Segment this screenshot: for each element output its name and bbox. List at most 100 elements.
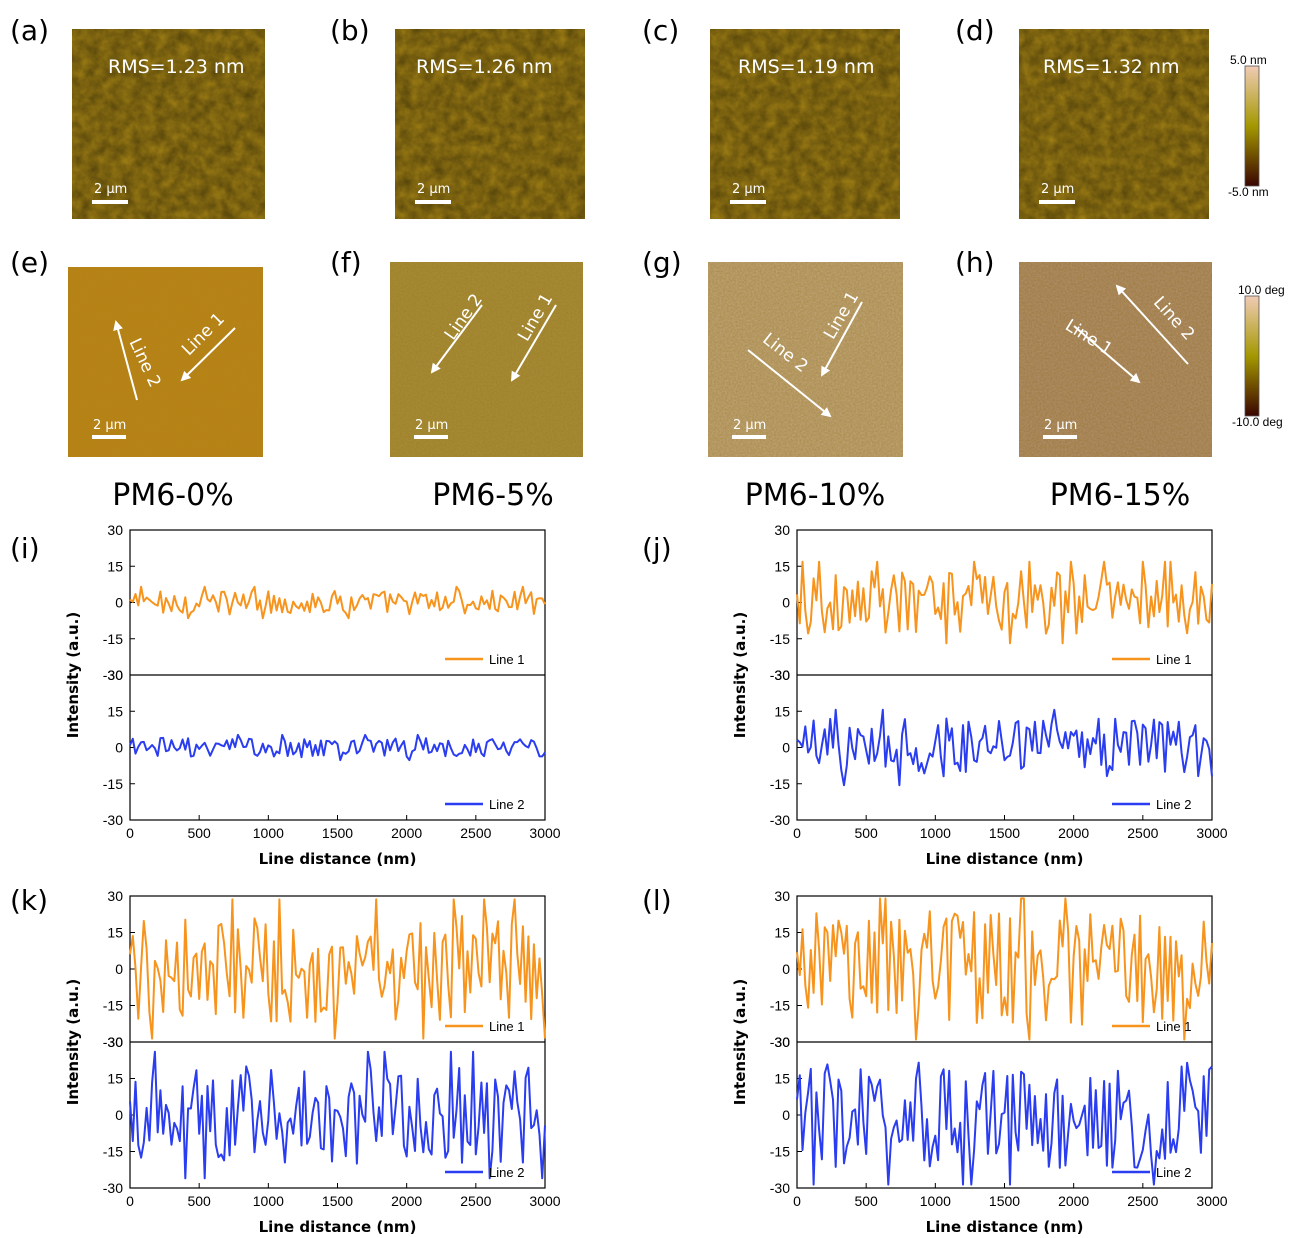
y-axis-label: Intensity (a.u.) <box>64 979 82 1105</box>
y-tick-label: 15 <box>107 925 123 941</box>
x-tick-label: 500 <box>854 1193 878 1209</box>
colorbar-bottom-label: -5.0 nm <box>1228 185 1269 199</box>
y-tick-label: 30 <box>107 888 123 904</box>
phase-colorbar: 10.0 deg -10.0 deg <box>1232 283 1285 429</box>
scale-bar-label: 2 µm <box>415 418 448 433</box>
x-tick-label: 1000 <box>920 825 951 841</box>
line-2-arrow <box>747 349 832 418</box>
height-colorbar: 5.0 nm -5.0 nm <box>1228 53 1269 199</box>
panel-label: (k) <box>10 884 48 917</box>
line-1-series <box>129 898 546 1040</box>
y-tick-label: 30 <box>774 667 790 683</box>
panel-label: (f) <box>330 246 362 279</box>
scale-bar <box>1043 435 1077 439</box>
line-2-arrow <box>1115 284 1189 365</box>
height-image-panel: (c) RMS=1.19 nm 2 µm <box>642 14 900 219</box>
y-tick-label: 30 <box>107 667 123 683</box>
scale-bar <box>730 200 766 204</box>
y-tick-label: -30 <box>770 1034 790 1050</box>
x-axis-label: Line distance (nm) <box>259 1218 417 1236</box>
y-tick-label: -30 <box>103 812 123 828</box>
height-image-row: (a) RMS=1.23 nm 2 µm (b) RMS=1.26 nm 2 µm (c) R… <box>10 14 1209 219</box>
y-tick-label: 30 <box>774 1034 790 1050</box>
panel-label: (c) <box>642 14 679 47</box>
scale-bar <box>415 200 451 204</box>
line-profile-chart: (l)0 500 1000 1500 2000 2500 3000-1501530-30-3… <box>642 884 1228 1236</box>
x-tick-label: 0 <box>793 1193 801 1209</box>
y-axis-label: Intensity (a.u.) <box>731 612 749 738</box>
x-tick-label: 0 <box>126 825 134 841</box>
y-tick-label: -15 <box>770 1144 790 1160</box>
y-tick-label: -15 <box>103 998 123 1014</box>
panel-label: (e) <box>10 246 49 279</box>
scale-bar-label: 2 µm <box>1041 182 1074 197</box>
line-1-arrow <box>510 304 557 382</box>
panel-label: (l) <box>642 884 672 917</box>
y-axis-label: Intensity (a.u.) <box>64 612 82 738</box>
x-tick-label: 2500 <box>1127 1193 1158 1209</box>
y-tick-label: -15 <box>103 776 123 792</box>
phase-image-panel: (h)Line 1 Line 22 µm <box>955 246 1212 457</box>
line-2-series <box>796 708 1213 787</box>
y-tick-label: -15 <box>770 631 790 647</box>
y-tick-label: 15 <box>774 925 790 941</box>
y-tick-label: -30 <box>103 1034 123 1050</box>
panel-label: (d) <box>955 14 995 47</box>
x-tick-label: 2000 <box>1058 1193 1089 1209</box>
scale-bar <box>92 435 126 439</box>
x-tick-label: 2500 <box>460 825 491 841</box>
line-2-series <box>796 1061 1213 1186</box>
y-tick-label: 0 <box>115 1107 123 1123</box>
panel-label: (h) <box>955 246 995 279</box>
height-image-panel: (d) RMS=1.32 nm 2 µm <box>955 14 1209 219</box>
colorbar-top-label: 5.0 nm <box>1230 53 1267 67</box>
y-tick-label: 0 <box>115 595 123 611</box>
line-1-series <box>796 897 1213 1041</box>
legend-label: Line 1 <box>489 652 524 667</box>
rms-value: RMS=1.19 nm <box>738 56 874 78</box>
x-tick-label: 2000 <box>1058 825 1089 841</box>
scale-bar-label: 2 µm <box>1044 418 1077 433</box>
y-tick-label: 30 <box>107 522 123 538</box>
line-1-arrow <box>821 301 863 377</box>
scale-bar-label: 2 µm <box>93 418 126 433</box>
x-tick-label: 1500 <box>989 825 1020 841</box>
panel-label: (j) <box>642 532 672 565</box>
y-tick-label: 0 <box>782 1107 790 1123</box>
x-tick-label: 2500 <box>460 1193 491 1209</box>
x-tick-label: 1000 <box>253 825 284 841</box>
scale-bar <box>414 435 448 439</box>
y-tick-label: 30 <box>774 522 790 538</box>
y-tick-label: 15 <box>774 1071 790 1087</box>
sample-label: PM6-10% <box>745 478 886 513</box>
y-tick-label: 15 <box>774 558 790 574</box>
panel-label: (b) <box>330 14 370 47</box>
line-1-series <box>129 585 546 620</box>
scale-bar <box>1039 200 1075 204</box>
y-tick-label: 15 <box>107 1071 123 1087</box>
x-tick-label: 2000 <box>391 825 422 841</box>
y-tick-label: 30 <box>774 888 790 904</box>
line-profile-chart: (j)0 500 1000 1500 2000 2500 3000-1501530-30-3… <box>642 522 1228 868</box>
line-1-arrow <box>1073 325 1141 384</box>
panel-label: (a) <box>10 14 49 47</box>
legend-label: Line 2 <box>489 797 524 812</box>
y-axis-label: Intensity (a.u.) <box>731 979 749 1105</box>
legend-label: Line 1 <box>489 1019 524 1034</box>
legend-label: Line 2 <box>1156 797 1191 812</box>
height-image-panel: (b) RMS=1.26 nm 2 µm <box>330 14 585 219</box>
legend-label: Line 2 <box>489 1165 524 1180</box>
sample-label: PM6-15% <box>1050 478 1191 513</box>
y-tick-label: 0 <box>782 740 790 756</box>
x-tick-label: 2500 <box>1127 825 1158 841</box>
legend-label: Line 2 <box>1156 1165 1191 1180</box>
x-tick-label: 500 <box>187 1193 211 1209</box>
y-tick-label: -15 <box>770 998 790 1014</box>
y-tick-label: -30 <box>103 1180 123 1196</box>
line-2-arrow <box>430 304 483 374</box>
y-tick-label: 15 <box>107 558 123 574</box>
colorbar-top-label: 10.0 deg <box>1238 283 1285 297</box>
x-tick-label: 1000 <box>253 1193 284 1209</box>
